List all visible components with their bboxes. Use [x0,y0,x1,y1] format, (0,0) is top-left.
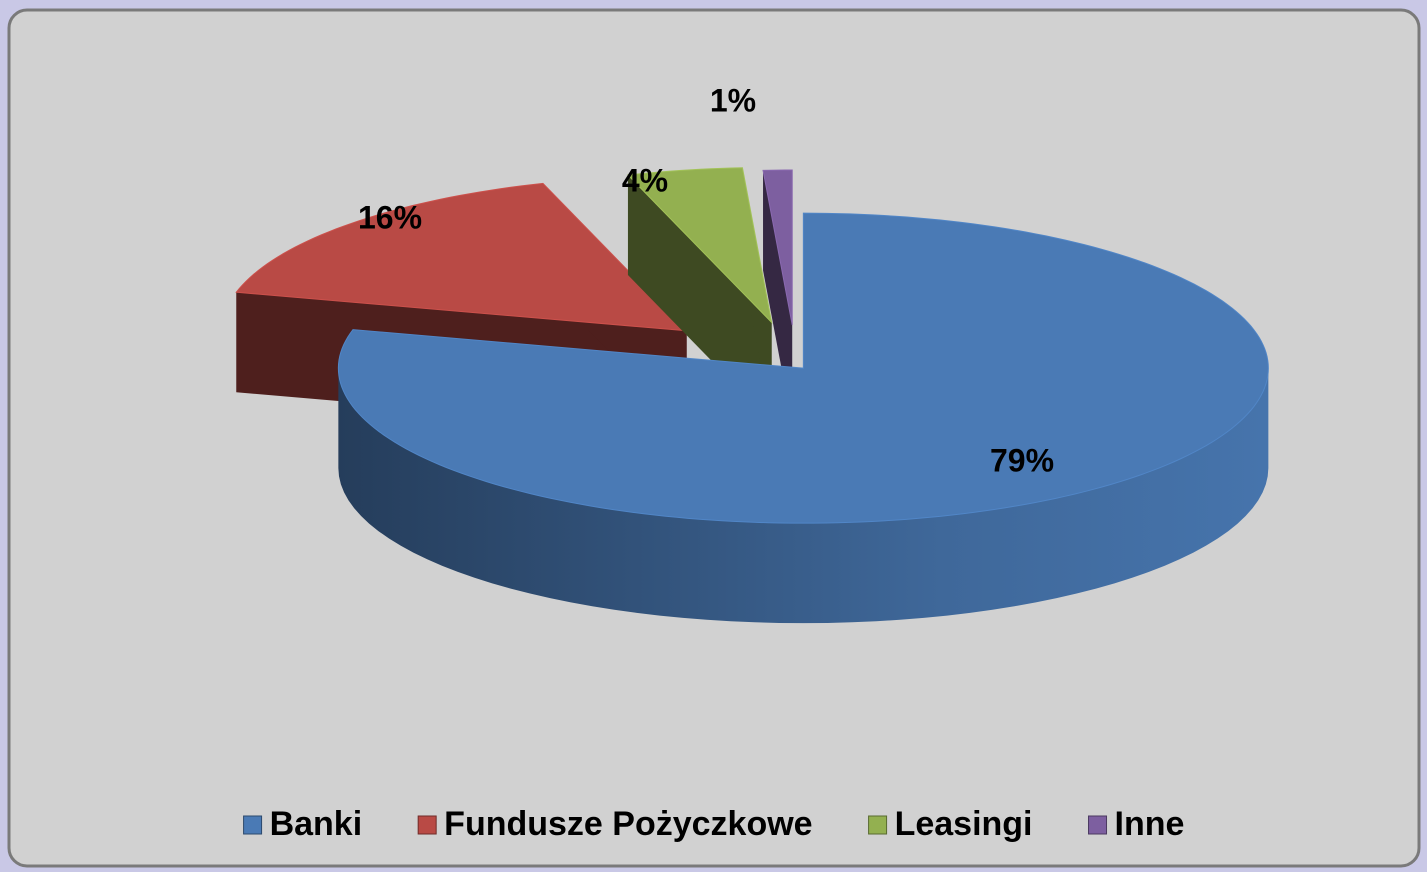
legend-swatch [868,815,888,835]
slice-top [235,182,688,332]
legend-swatch [1088,815,1108,835]
legend-item: Leasingi [868,805,1033,843]
legend: Banki Fundusze Pożyczkowe Leasingi Inne [243,805,1185,843]
slice-cut-face [627,175,772,423]
legend-label: Leasingi [895,805,1033,843]
data-labels: 79% 16% 4% 1% [358,82,1054,478]
pie-slice [762,169,793,426]
legend-item: Inne [1088,805,1185,843]
data-label: 79% [990,442,1054,478]
legend-label: Banki [270,805,363,843]
pie-slice [337,212,1269,624]
pie [235,167,1269,624]
legend-swatch [243,815,263,835]
data-label: 4% [622,162,668,198]
slice-top [762,169,793,326]
slice-top [626,167,773,324]
legend-item: Fundusze Pożyczkowe [417,805,813,843]
data-label: 1% [710,82,756,118]
slice-cut-face [763,170,793,426]
slice-wall [338,368,1269,624]
legend-label: Fundusze Pożyczkowe [444,805,812,843]
legend-item: Banki [243,805,363,843]
pie-slice [626,167,773,423]
slice-top [337,212,1269,524]
legend-swatch [417,815,437,835]
data-label: 16% [358,199,422,235]
legend-label: Inne [1115,805,1185,843]
